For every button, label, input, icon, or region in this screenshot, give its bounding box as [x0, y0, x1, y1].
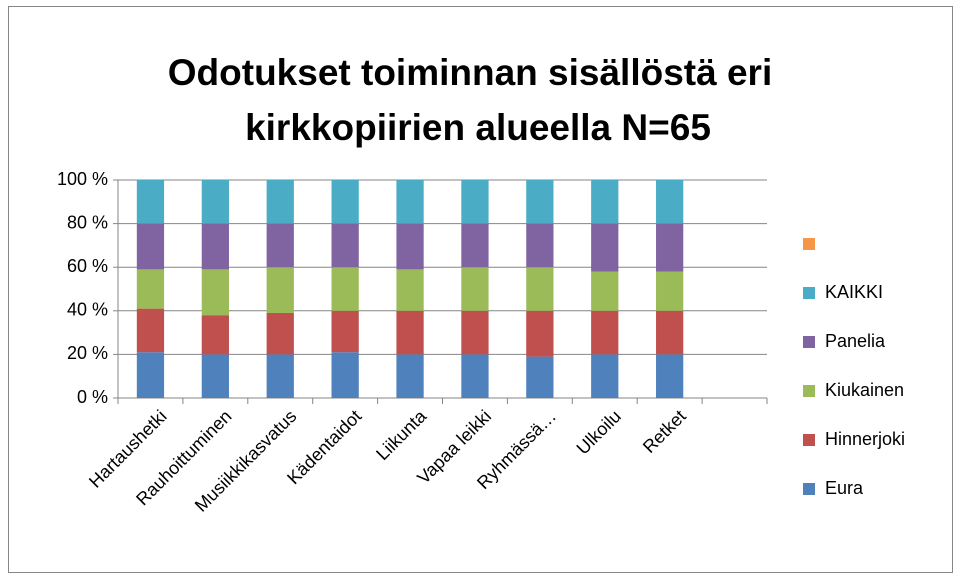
bar-segment: [136, 308, 165, 353]
y-tick-label: 80 %: [67, 212, 108, 232]
legend-swatch: [803, 434, 815, 446]
legend-label: Eura: [825, 478, 864, 498]
bar-segment: [396, 269, 424, 311]
bar-segment: [136, 223, 165, 270]
chart-title: kirkkopiirien alueella N=65: [245, 107, 711, 148]
bar-segment: [526, 267, 554, 311]
bar-segment: [136, 269, 165, 309]
bar-segment: [136, 180, 165, 224]
bar-segment: [461, 267, 489, 311]
bar-segment: [266, 223, 294, 268]
bar-segment: [656, 310, 684, 355]
bar-segment: [201, 354, 229, 398]
bar-segment: [656, 223, 684, 272]
legend-swatch: [803, 238, 815, 250]
bar-segment: [591, 354, 619, 398]
bar-segment: [331, 310, 359, 353]
bar-segment: [526, 223, 554, 268]
y-tick-label: 60 %: [67, 256, 108, 276]
bar-segment: [526, 310, 554, 357]
legend-swatch: [803, 336, 815, 348]
legend-swatch: [803, 483, 815, 495]
bar-segment: [201, 315, 229, 355]
bar-segment: [136, 352, 165, 398]
bar-segment: [526, 180, 554, 224]
bar-segment: [461, 354, 489, 398]
bar-segment: [591, 271, 619, 311]
bar-segment: [201, 223, 229, 270]
bar-segment: [526, 356, 554, 398]
bar-segment: [591, 223, 619, 272]
bar-segment: [591, 180, 619, 224]
bar-segment: [266, 180, 294, 224]
bar-segment: [396, 310, 424, 355]
legend-swatch: [803, 287, 815, 299]
y-tick-label: 20 %: [67, 343, 108, 363]
bar-segment: [396, 354, 424, 398]
bar-segment: [396, 180, 424, 224]
bar-segment: [201, 269, 229, 316]
y-tick-label: 40 %: [67, 300, 108, 320]
bar-segment: [396, 223, 424, 270]
legend-label: Kiukainen: [825, 380, 904, 400]
bar-segment: [331, 223, 359, 268]
bar-segment: [331, 352, 359, 398]
bar-segment: [266, 354, 294, 398]
bar-segment: [461, 180, 489, 224]
bar-segment: [266, 312, 294, 355]
bar-segment: [331, 267, 359, 311]
bar-segment: [656, 180, 684, 224]
legend-swatch: [803, 385, 815, 397]
legend-label: Hinnerjoki: [825, 429, 905, 449]
bar-segment: [591, 310, 619, 355]
y-tick-label: 0 %: [77, 387, 108, 407]
legend-label: KAIKKI: [825, 282, 883, 302]
legend-label: Panelia: [825, 331, 886, 351]
chart-title: Odotukset toiminnan sisällöstä eri: [168, 52, 772, 93]
bar-segment: [656, 354, 684, 398]
bar-segment: [331, 180, 359, 224]
bar-segment: [461, 310, 489, 355]
bar-segment: [461, 223, 489, 268]
bar-segment: [266, 267, 294, 313]
y-tick-label: 100 %: [57, 169, 108, 189]
bar-segment: [201, 180, 229, 224]
bar-segment: [656, 271, 684, 311]
